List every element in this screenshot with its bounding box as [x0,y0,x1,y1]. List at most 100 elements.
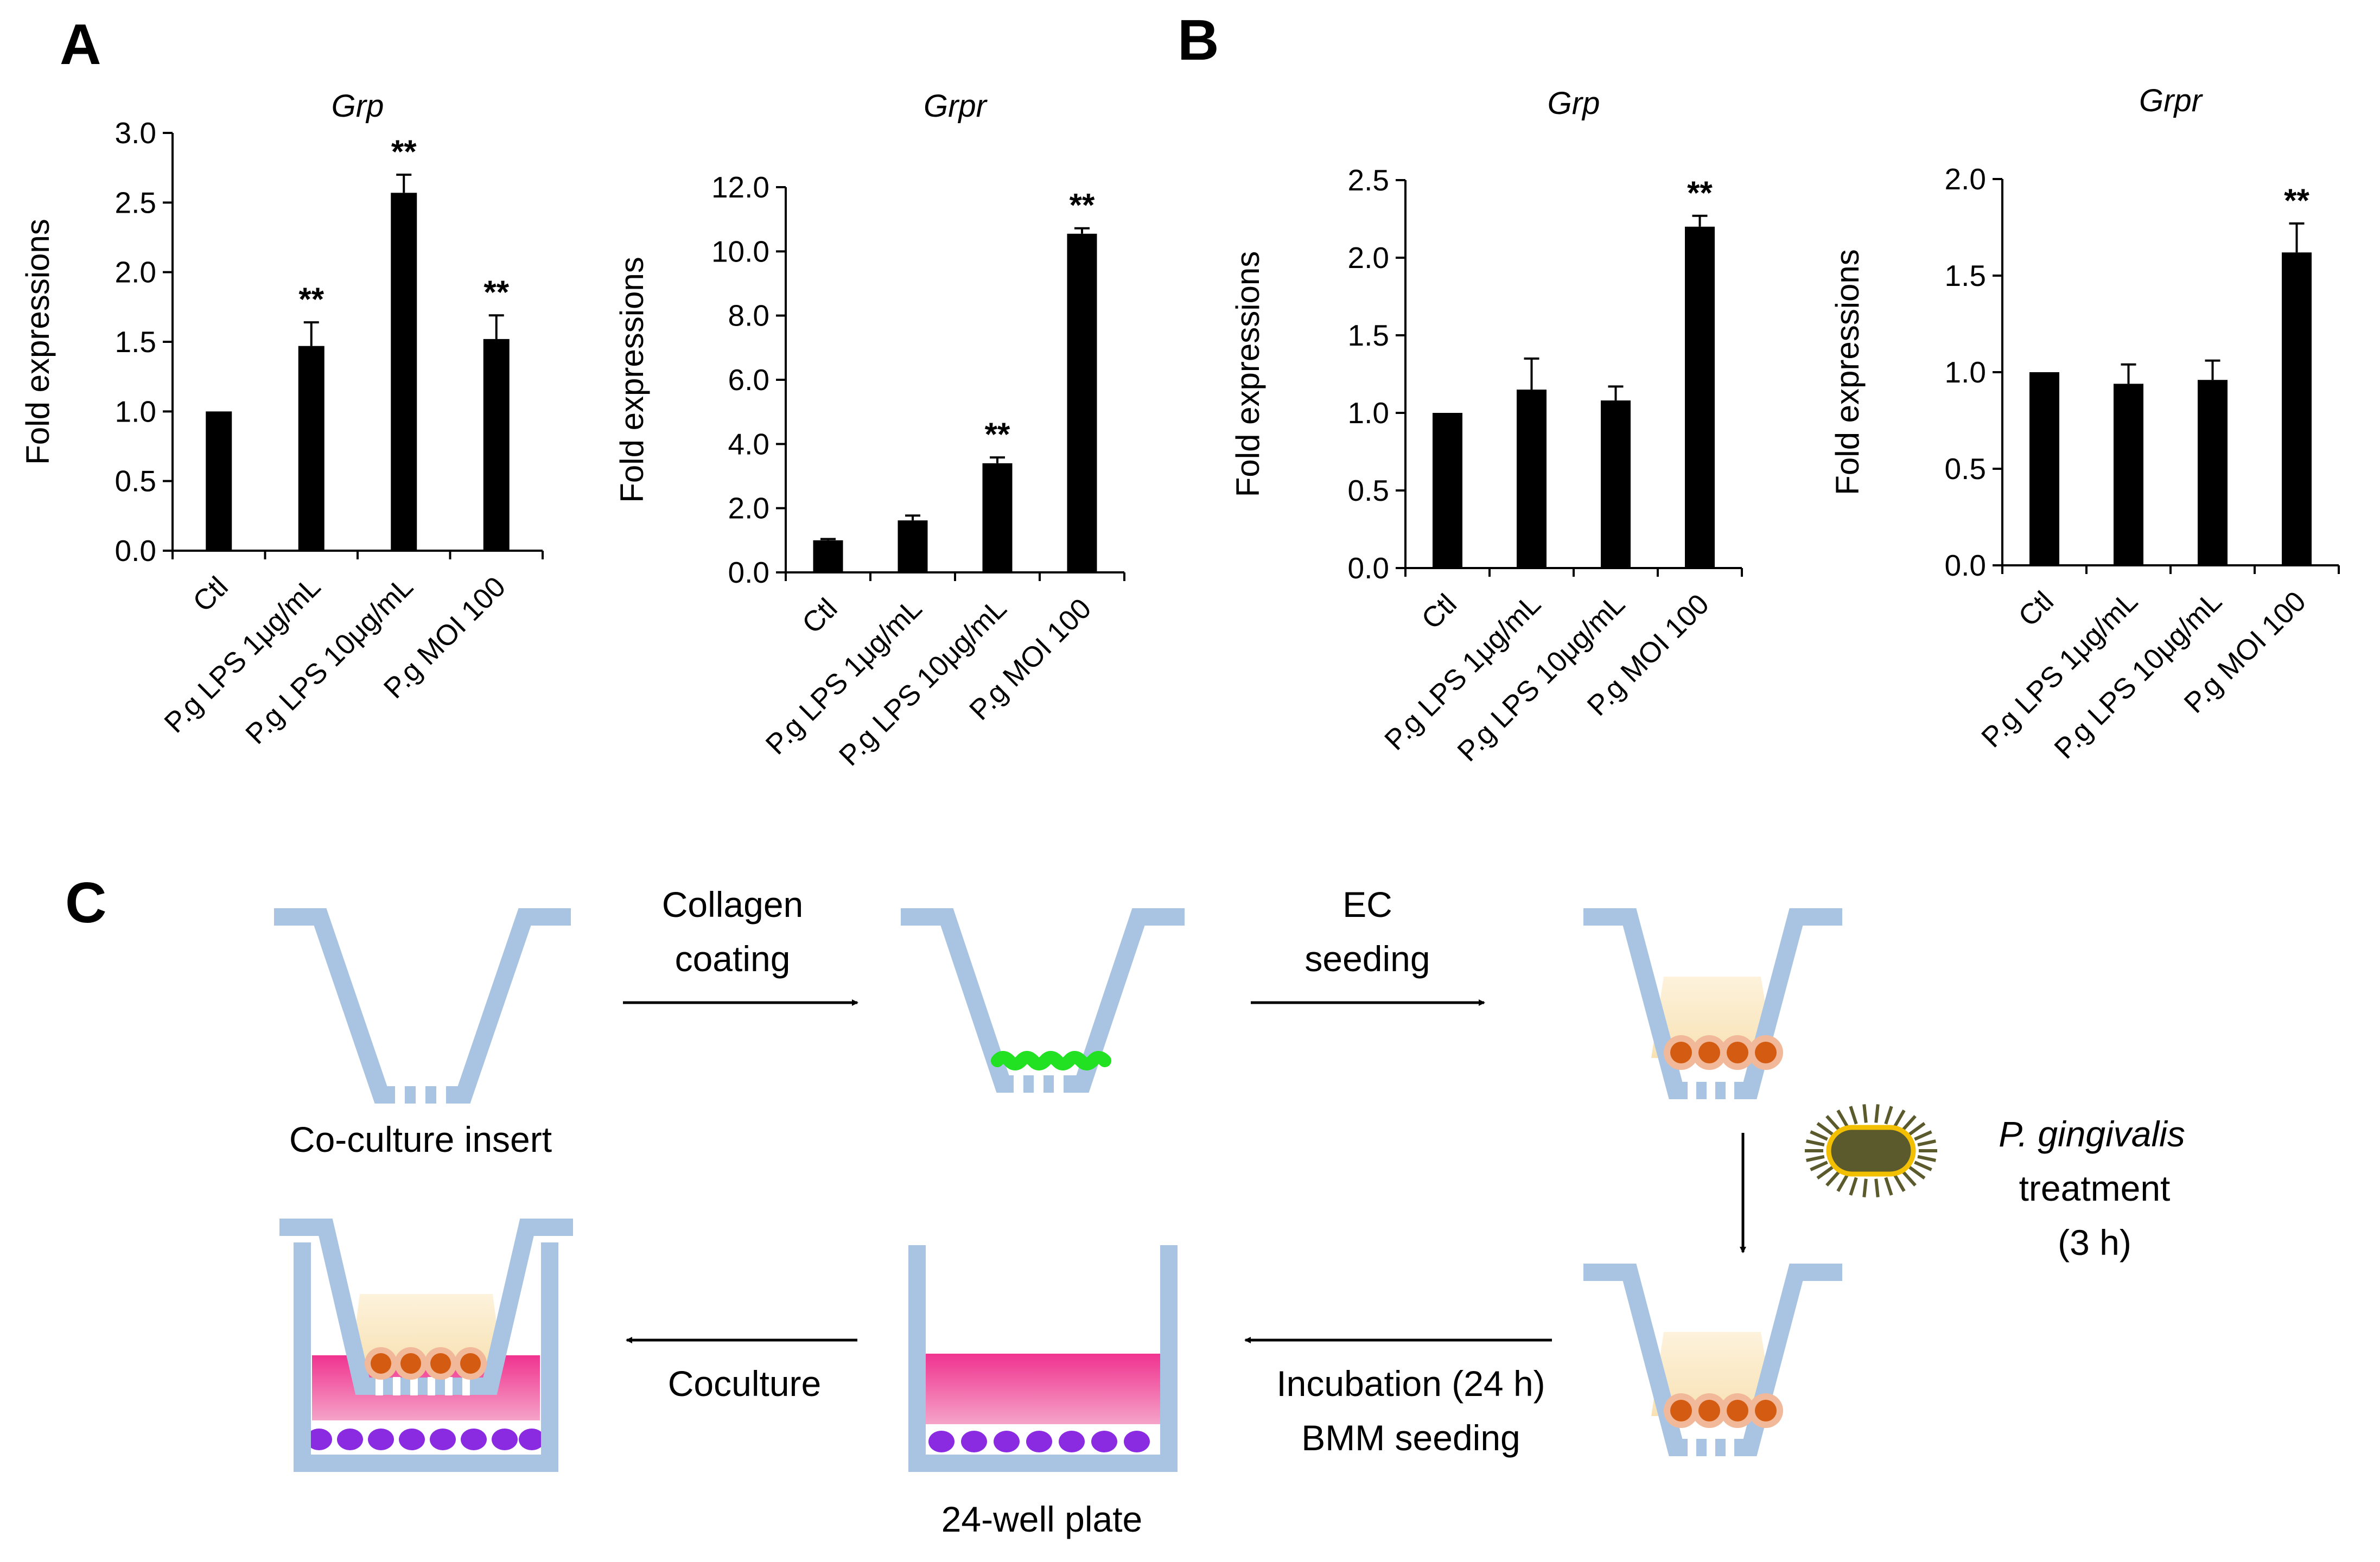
y-tick-label: 1.0 [1945,355,1986,389]
bacterium-pilus [1917,1155,1936,1162]
bar [1601,400,1631,568]
y-tick-label: 1.0 [115,394,156,428]
bar [2029,372,2059,565]
bar [2198,380,2228,565]
x-tick-label: Ctl [2012,585,2060,633]
bacterium-pilus [1917,1139,1936,1147]
chart-a-grpr: Grpr Fold expressions 0.0 2.0 4.0 6.0 8.0 10.0 1… [614,88,1125,772]
x-tick-label: P.g LPS 1μg/mL [1378,588,1547,757]
collagen-insert [901,908,1185,1093]
y-tick-label: 0.0 [728,556,769,589]
arrow1-label-line1: Collagen [662,884,804,925]
panel-label-a: A [60,12,101,76]
x-tick-label: P.g LPS 1μg/mL [760,592,928,761]
bacterium-pilus [1893,1174,1906,1192]
x-tick-label: P.g LPS 1μg/mL [1975,585,2144,754]
bar [1067,233,1097,573]
bacterium-pilus [1893,1110,1906,1127]
y-tick-label: 2.0 [1945,162,1986,196]
bar [982,463,1013,572]
bar [813,540,843,572]
y-tick-label: 1.5 [1348,318,1389,352]
y-tick-label: 1.5 [115,325,156,359]
y-tick-label: 0.0 [115,534,156,568]
y-tick-label: 2.0 [728,492,769,525]
bacterium-pilus [1914,1161,1932,1171]
bacterium-pilus [1874,1104,1880,1123]
y-tick-label: 0.0 [1945,549,1986,582]
bacterium-pilus [1884,1177,1893,1196]
bacterium-pilus [1825,1115,1841,1131]
y-tick-label: 0.5 [115,464,156,498]
bacterium-pilus [1825,1170,1841,1187]
bacterium-icon [1805,1104,1937,1197]
y-tick-label: 4.0 [728,427,769,461]
significance-marker: ** [985,416,1010,452]
treatment-duration: (3 h) [2058,1222,2131,1263]
chart-a-grp: Grp Fold expressions 0.0 0.5 1.0 1.5 2.0 2.5 3.0… [20,88,544,750]
bacterium-pilus [1901,1115,1917,1131]
y-tick-label: 3.0 [115,116,156,150]
bacterium-pilus [1836,1110,1849,1127]
chart-title: Grpr [2139,83,2204,118]
bar [1685,226,1715,568]
y-tick-label: 0.0 [1348,551,1389,585]
insert-label: Co-culture insert [289,1119,552,1159]
arrow4-label-line2: BMM seeding [1301,1418,1520,1458]
chart-b-grpr: Grpr Fold expressions 0.0 0.5 1.0 1.5 2.0 CtlP.… [1829,83,2340,765]
bar [898,520,928,572]
y-tick-label: 0.5 [1348,474,1389,507]
y-tick-label: 10.0 [711,234,769,268]
y-axis-label: Fold expressions [1829,249,1866,495]
bmm-cells [928,1431,1150,1452]
significance-marker: ** [1070,187,1095,224]
bacterium-pilus [1806,1155,1825,1162]
bacterium-pilus [1849,1177,1858,1196]
well-plate [908,1245,1178,1472]
bacterium-pilus [1914,1130,1932,1141]
y-tick-label: 2.0 [1348,241,1389,275]
collagen-layer [991,1051,1111,1070]
significance-marker: ** [298,281,324,317]
bacterium-pilus [1816,1122,1834,1136]
x-tick-label: Ctl [796,592,844,640]
treatment-label: treatment [2019,1168,2171,1208]
bar [1433,413,1462,568]
y-tick-label: 6.0 [728,363,769,397]
y-axis-label: Fold expressions [614,257,650,503]
significance-marker: ** [2284,182,2309,219]
coculture-system [279,1219,573,1472]
significance-marker: ** [483,274,509,310]
arrow5-label: Coculture [668,1363,821,1404]
arrow2-label-line1: EC [1342,884,1392,925]
bacterium-pilus [1862,1104,1868,1123]
y-axis-label: Fold expressions [1230,251,1266,498]
plate-label: 24-well plate [941,1499,1143,1539]
bar [298,346,324,551]
y-tick-label: 2.5 [115,186,156,219]
arrow1-label-line2: coating [675,939,791,979]
arrow2-label-line2: seeding [1304,939,1430,979]
panel-label-b: B [1178,8,1219,72]
y-tick-label: 8.0 [728,299,769,333]
bar [483,339,510,551]
chart-title: Grp [332,88,384,124]
arrow4-label-line1: Incubation (24 h) [1276,1363,1545,1404]
significance-marker: ** [1687,175,1713,211]
treated-insert [1583,1264,1842,1457]
chart-title: Grp [1548,86,1600,121]
y-tick-label: 2.0 [115,256,156,289]
bacterium-pilus [1810,1161,1828,1171]
bacterium-pilus [1901,1170,1917,1187]
chart-b-grp: Grp Fold expressions 0.0 0.5 1.0 1.5 2.0 2.5 Ctl… [1230,86,1743,768]
treatment-organism: P. gingivalis [1999,1114,2185,1154]
y-tick-label: 12.0 [711,170,769,204]
y-axis-label: Fold expressions [20,219,56,465]
x-tick-label: Ctl [1415,588,1463,636]
ec-cells-treated [1664,1393,1783,1428]
bacterium-pilus [1806,1139,1825,1147]
chart-title: Grpr [924,88,988,124]
bar [1517,390,1547,568]
workflow-diagram: Co-culture insert Collagen coating EC se… [274,884,2185,1539]
